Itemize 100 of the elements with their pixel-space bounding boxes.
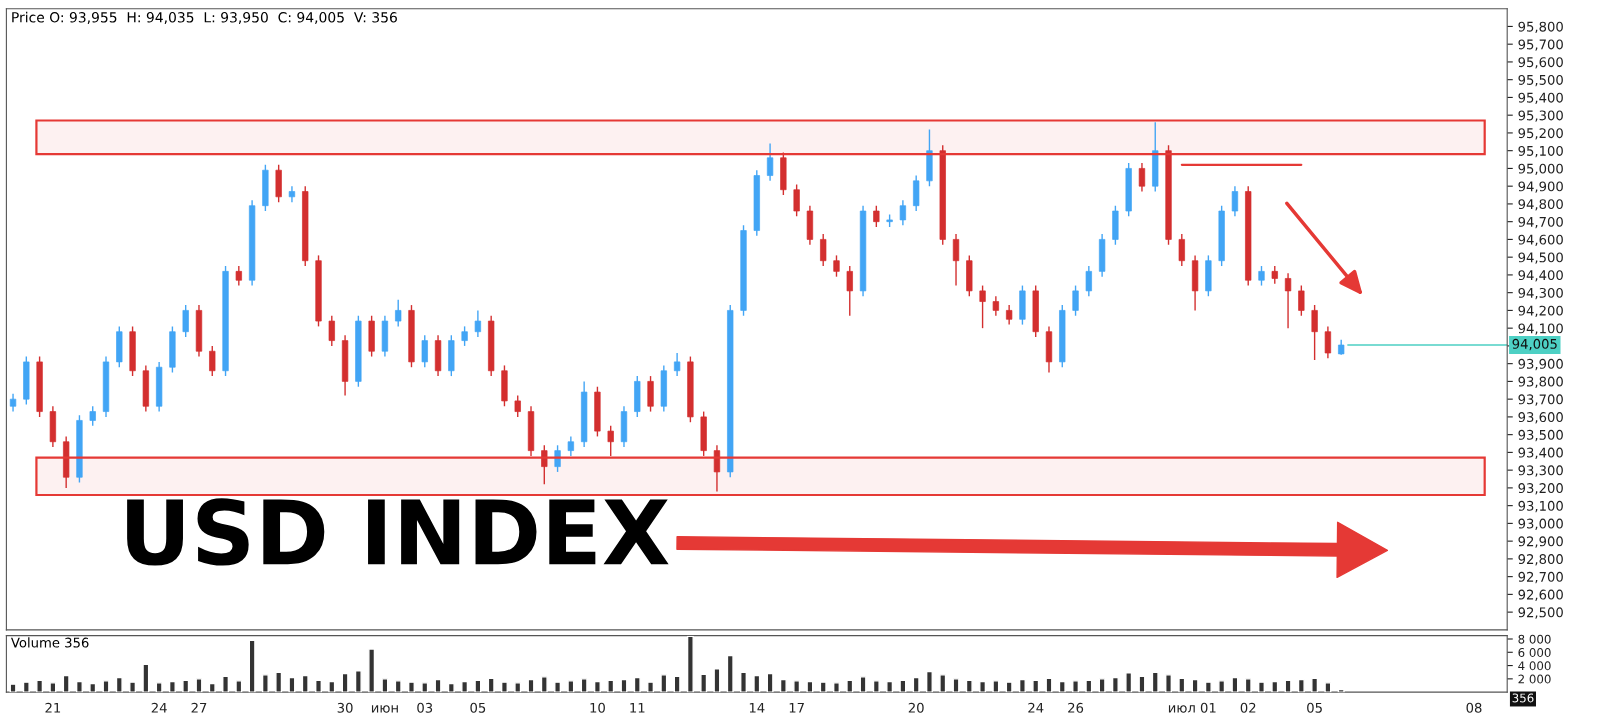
bar xyxy=(700,673,708,693)
bar xyxy=(540,676,548,693)
bar xyxy=(407,681,415,693)
candlestick xyxy=(235,265,242,287)
annotation: Volume 356 xyxy=(11,637,89,648)
x-tick-label: 01 xyxy=(1200,702,1216,713)
bar xyxy=(1072,680,1080,693)
bar xyxy=(1111,676,1119,693)
candlestick xyxy=(952,233,960,287)
bar xyxy=(514,682,522,693)
bar xyxy=(49,682,57,693)
bar xyxy=(1058,680,1066,693)
y-tick-label: 6 000 xyxy=(1518,648,1551,657)
candlestick xyxy=(1324,325,1332,360)
candlestick xyxy=(1231,185,1239,218)
y-tick-label: 92,900 xyxy=(1518,536,1563,548)
y-tick-label: 4 000 xyxy=(1518,661,1551,671)
bar xyxy=(819,681,827,693)
bar xyxy=(36,679,44,693)
bar xyxy=(939,674,947,693)
bar xyxy=(872,680,880,693)
bar xyxy=(447,682,455,693)
y-tick-label: 93,900 xyxy=(1518,358,1563,371)
x-tick-label: 03 xyxy=(417,702,433,713)
bar xyxy=(965,679,973,693)
annotation: USD INDEX xyxy=(127,498,669,566)
bar xyxy=(341,672,349,693)
candlestick xyxy=(288,185,296,203)
bar xyxy=(434,678,442,693)
candlestick xyxy=(1311,304,1318,361)
y-tick-label: 94,500 xyxy=(1518,252,1563,264)
bar xyxy=(474,679,482,693)
candlestick xyxy=(1138,162,1146,193)
bar xyxy=(1297,678,1305,693)
candlestick xyxy=(979,284,986,329)
candlestick xyxy=(899,199,907,226)
y-tick-label: 95,300 xyxy=(1518,110,1563,122)
y-tick-label: 2 000 xyxy=(1518,674,1551,684)
bar xyxy=(726,654,734,693)
bar xyxy=(142,663,150,693)
bar xyxy=(195,678,203,693)
bar xyxy=(328,680,336,693)
y-tick-label: 95,700 xyxy=(1518,39,1563,51)
bar xyxy=(899,679,907,693)
y-tick-label: 93,200 xyxy=(1518,483,1563,495)
x-tick-label: 17 xyxy=(789,702,804,713)
y-tick-label: 95,200 xyxy=(1518,128,1563,140)
bar xyxy=(1271,680,1279,693)
ref-line-label: 94,005 xyxy=(1512,338,1557,351)
bar xyxy=(394,680,402,693)
bar xyxy=(1178,677,1186,693)
y-tick-label: 93,500 xyxy=(1518,429,1563,442)
bar xyxy=(1138,675,1146,693)
bar xyxy=(925,670,933,693)
y-tick-label: 92,700 xyxy=(1518,571,1563,584)
y-tick-label: 93,000 xyxy=(1518,518,1563,530)
candlestick xyxy=(395,299,402,328)
bar xyxy=(660,674,668,693)
candlestick xyxy=(1178,233,1185,267)
bar xyxy=(912,676,920,693)
bar xyxy=(1337,688,1345,693)
bar xyxy=(1231,676,1239,693)
x-tick-label: 14 xyxy=(749,702,765,713)
x-tick-label: 11 xyxy=(630,702,645,713)
bar xyxy=(1204,681,1212,693)
y-tick-label: 94,400 xyxy=(1518,270,1563,282)
bar xyxy=(1244,678,1252,693)
bar xyxy=(235,680,243,693)
bar xyxy=(381,678,389,693)
x-tick-label: 27 xyxy=(191,702,207,713)
annotation: Price O: 93,955 H: 94,035 L: 93,950 C: 94,005 V: 356 xyxy=(12,11,397,24)
candlestick xyxy=(1298,284,1305,317)
candlestick xyxy=(833,254,840,278)
bar xyxy=(487,677,495,693)
bar xyxy=(1165,674,1173,693)
bar xyxy=(833,682,840,693)
bar xyxy=(115,676,123,693)
candlestick xyxy=(766,142,774,182)
y-tick-label: 94,100 xyxy=(1518,323,1563,335)
bar xyxy=(567,680,575,693)
y-tick-label: 93,700 xyxy=(1518,394,1563,406)
candlestick xyxy=(567,435,574,457)
bar xyxy=(421,682,429,693)
candlestick xyxy=(673,352,681,377)
bar xyxy=(647,681,655,693)
y-tick-label: 94,300 xyxy=(1518,287,1563,300)
candlestick xyxy=(461,325,468,347)
bar xyxy=(368,648,376,693)
y-tick-label: 95,600 xyxy=(1518,57,1563,69)
candlestick xyxy=(182,304,189,338)
candlestick xyxy=(1085,265,1092,297)
bar xyxy=(315,679,322,693)
y-tick-label: 94,200 xyxy=(1518,305,1563,317)
y-tick-label: 95,500 xyxy=(1518,74,1563,87)
bar xyxy=(62,674,70,693)
bar xyxy=(1191,678,1199,693)
y-tick-label: 93,400 xyxy=(1518,447,1563,459)
bar xyxy=(633,676,641,693)
y-tick-label: 92,800 xyxy=(1518,554,1563,566)
bar xyxy=(1311,677,1319,693)
